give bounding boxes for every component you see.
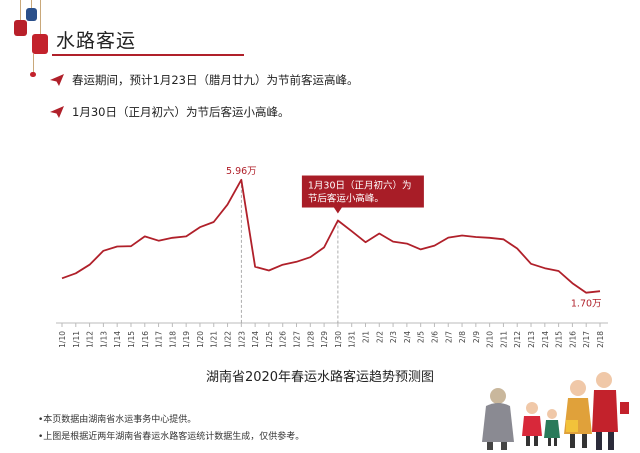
data-label: 5.96万 [226,166,257,177]
x-tick-label: 2/13 [527,331,536,348]
x-tick-label: 1/13 [99,331,108,348]
callout-pointer [333,207,342,214]
x-tick-label: 1/30 [334,331,343,348]
x-tick-label: 1/21 [210,331,219,348]
family-illustration [482,372,629,450]
callout-text: 1月30日（正月初六）为 [308,180,412,192]
x-tick-label: 1/23 [237,331,246,348]
x-tick-label: 2/3 [389,331,398,343]
footnote: •上图是根据近两年湖南省春运水路客运统计数据生成，仅供参考。 [38,432,305,442]
x-tick-label: 2/15 [555,331,564,348]
paper-plane-icon [50,106,64,118]
x-tick-label: 2/2 [375,331,384,343]
x-tick-label: 2/5 [417,331,426,343]
x-tick-label: 2/8 [458,331,467,343]
x-tick-label: 1/11 [72,331,81,348]
paper-plane-icon [50,74,64,86]
page-title: 水路客运 [56,30,137,52]
x-tick-label: 1/31 [348,331,357,348]
x-tick-label: 1/14 [113,331,122,348]
x-tick-label: 1/19 [182,331,191,348]
x-tick-label: 1/29 [320,331,329,348]
x-tick-label: 1/17 [155,331,164,348]
note-item: 春运期间，预计1月23日（腊月廿九）为节前客运高峰。 [50,72,358,88]
x-tick-label: 1/25 [265,331,274,348]
x-tick-label: 1/12 [86,331,95,348]
x-tick-label: 2/1 [361,331,370,343]
x-tick-label: 1/16 [141,331,150,348]
x-tick-label: 1/15 [127,331,136,348]
callout-box [301,175,424,208]
x-tick-label: 2/11 [499,331,508,348]
chart-title: 湖南省2020年春运水路客运趋势预测图 [205,370,435,385]
x-tick-label: 2/18 [596,331,605,348]
x-tick-label: 2/10 [486,331,495,348]
x-tick-label: 2/12 [513,331,522,348]
x-tick-label: 1/18 [168,331,177,348]
title-underline [52,54,244,56]
note-text: 春运期间，预计1月23日（腊月廿九）为节前客运高峰。 [72,73,359,87]
footnote: •本页数据由湖南省水运事务中心提供。 [38,415,197,425]
note-item: 1月30日（正月初六）为节后客运小高峰。 [50,104,289,120]
callout-text: 节后客运小高峰。 [308,193,384,205]
x-tick-label: 1/26 [279,331,288,348]
x-tick-label: 1/22 [224,331,233,348]
x-tick-label: 2/14 [541,331,550,348]
note-text: 1月30日（正月初六）为节后客运小高峰。 [72,105,290,119]
data-label: 1.70万 [571,299,602,310]
x-tick-label: 2/7 [444,331,453,343]
series-line [61,178,601,294]
x-tick-label: 1/27 [293,331,302,348]
x-tick-label: 2/17 [582,331,591,348]
x-tick-label: 1/24 [251,331,260,348]
x-tick-label: 2/16 [568,331,577,348]
x-tick-label: 2/4 [403,331,412,343]
x-tick-label: 2/6 [430,331,439,343]
x-tick-label: 1/20 [196,331,205,348]
x-tick-label: 2/9 [472,331,481,343]
x-tick-label: 1/28 [306,331,315,348]
x-tick-label: 1/10 [58,331,67,348]
